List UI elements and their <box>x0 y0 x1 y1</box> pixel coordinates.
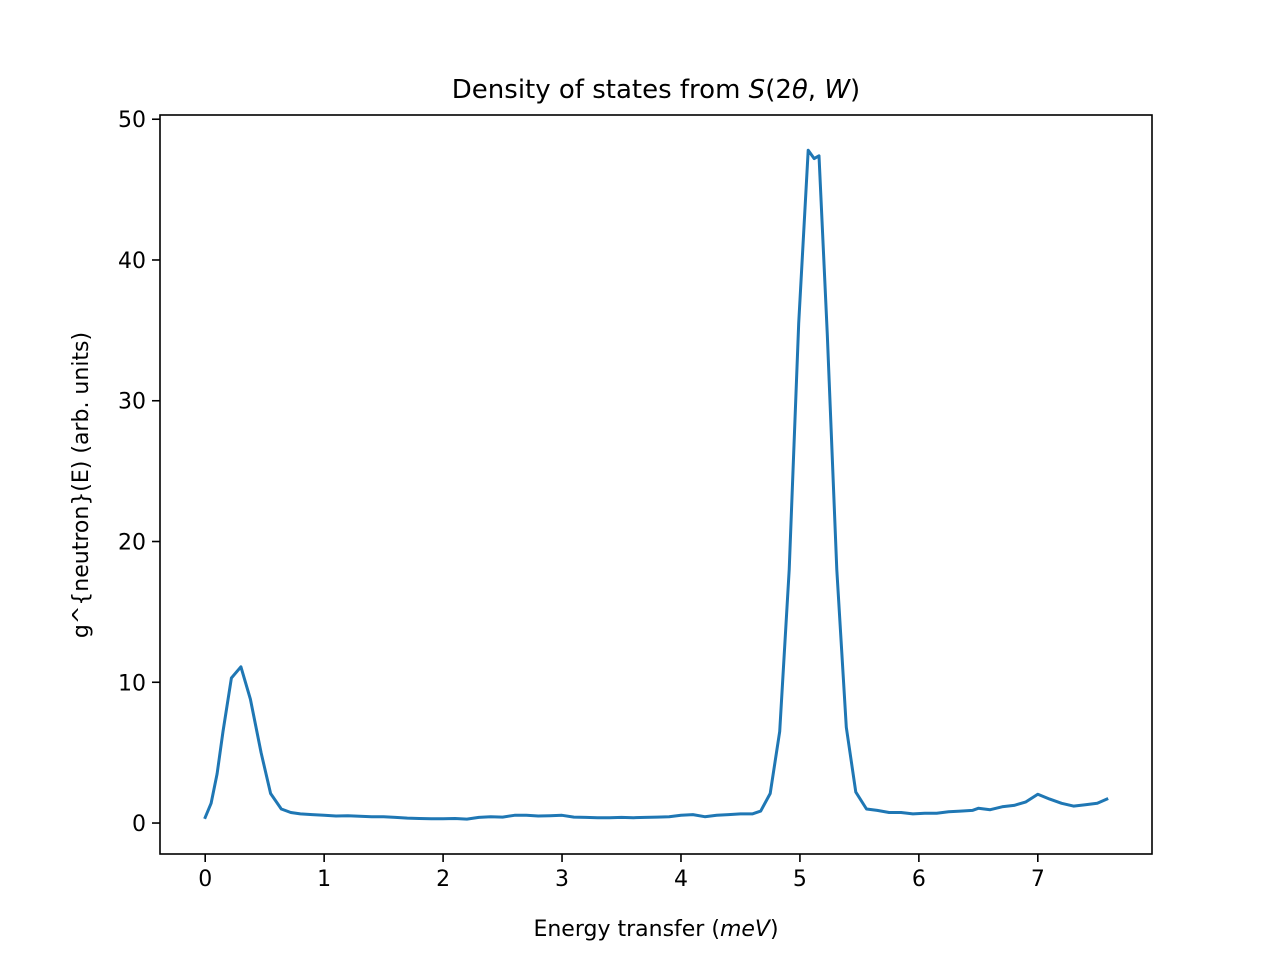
y-tick-label: 30 <box>118 390 146 415</box>
y-axis-ticks: 0 10 20 30 40 50 <box>118 108 160 837</box>
chart-title: Density of states from S(2θ, W) <box>452 75 860 105</box>
x-tick-label: 2 <box>436 867 450 892</box>
x-axis-ticks: 0 1 2 3 4 5 6 7 <box>198 854 1045 892</box>
y-tick-label: 0 <box>132 812 146 837</box>
x-tick-label: 1 <box>317 867 331 892</box>
x-tick-label: 0 <box>198 867 212 892</box>
x-tick-label: 4 <box>674 867 688 892</box>
x-tick-label: 7 <box>1031 867 1045 892</box>
x-tick-label: 3 <box>555 867 569 892</box>
y-tick-label: 20 <box>118 531 146 556</box>
y-tick-label: 10 <box>118 671 146 696</box>
x-tick-label: 6 <box>912 867 926 892</box>
x-tick-label: 5 <box>793 867 807 892</box>
plot-frame <box>159 114 1153 855</box>
x-axis-label: Energy transfer (meV) <box>533 917 778 942</box>
y-tick-label: 50 <box>118 108 146 133</box>
y-axis-label: g^{neutron}(E) (arb. units) <box>69 332 94 638</box>
series-line <box>203 148 1109 821</box>
y-tick-label: 40 <box>118 249 146 274</box>
